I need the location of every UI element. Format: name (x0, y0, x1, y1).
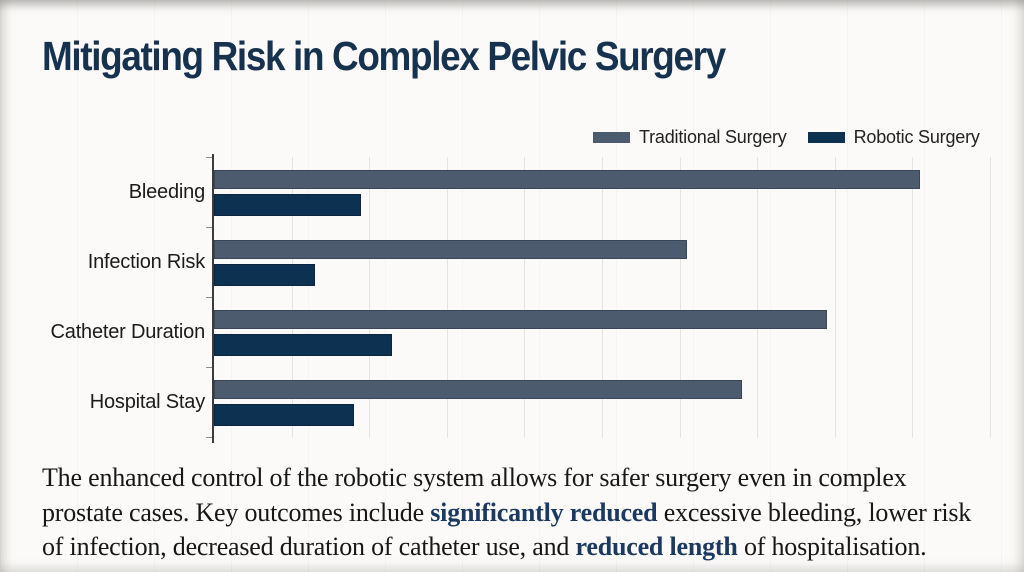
caption-text: The enhanced control of the robotic syst… (42, 461, 971, 565)
axis-tick (206, 297, 212, 298)
legend-swatch-icon (593, 131, 630, 143)
y-axis-line (212, 154, 214, 443)
legend-label: Traditional Surgery (639, 126, 787, 147)
legend-label: Robotic Surgery (853, 126, 980, 147)
legend-swatch-icon (807, 131, 845, 143)
caption-line: of infection, decreased duration of cath… (42, 532, 927, 561)
chart-plot-area (206, 154, 991, 443)
caption-line: The enhanced control of the robotic syst… (42, 463, 907, 492)
gridline (446, 157, 448, 438)
caption-segment: of infection, decreased duration of cath… (42, 532, 576, 561)
bar-traditional-infection-risk (214, 240, 688, 259)
gridline (912, 157, 914, 438)
bar-robotic-hospital-stay (214, 404, 354, 426)
category-label: Bleeding (128, 180, 205, 203)
bar-robotic-bleeding (214, 194, 362, 216)
bar-traditional-hospital-stay (214, 380, 742, 399)
axis-tick (206, 437, 212, 438)
category-band (214, 297, 990, 367)
category-label: Catheter Duration (50, 320, 206, 343)
category-label: Hospital Stay (89, 390, 205, 413)
caption-highlight: reduced length (575, 532, 738, 561)
gridline (291, 157, 293, 438)
axis-tick (206, 367, 212, 368)
gridline (524, 157, 526, 438)
axis-tick (206, 227, 212, 228)
bar-traditional-catheter-duration (214, 310, 828, 329)
gridline (757, 157, 759, 438)
caption-segment: The enhanced control of the robotic syst… (42, 463, 907, 492)
gridline (834, 157, 836, 438)
legend-item: Traditional Surgery (593, 127, 787, 148)
category-band (214, 157, 990, 227)
caption-segment: of hospitalisation. (737, 532, 927, 561)
chart-legend: Traditional Surgery Robotic Surgery (593, 126, 980, 148)
category-band (214, 227, 990, 297)
legend-item: Robotic Surgery (807, 126, 980, 148)
category-label: Infection Risk (87, 250, 205, 273)
category-axis-labels: Bleeding Infection Risk Catheter Duration H… (0, 157, 206, 437)
gridline (369, 157, 371, 438)
caption-line: prostate cases. Key outcomes include sig… (42, 498, 971, 527)
page-title: Mitigating Risk in Complex Pelvic Surger… (42, 33, 726, 79)
bar-traditional-bleeding (214, 170, 921, 189)
caption-segment: prostate cases. Key outcomes include (42, 497, 431, 527)
bar-robotic-infection-risk (214, 264, 315, 286)
gridline (602, 157, 603, 438)
bar-robotic-catheter-duration (214, 334, 393, 356)
caption-segment: excessive bleeding, lower risk (657, 497, 972, 527)
gridline (990, 157, 991, 438)
gridline (679, 157, 681, 438)
axis-tick (206, 157, 212, 158)
caption-highlight: significantly reduced (430, 497, 658, 527)
category-band (214, 367, 990, 437)
